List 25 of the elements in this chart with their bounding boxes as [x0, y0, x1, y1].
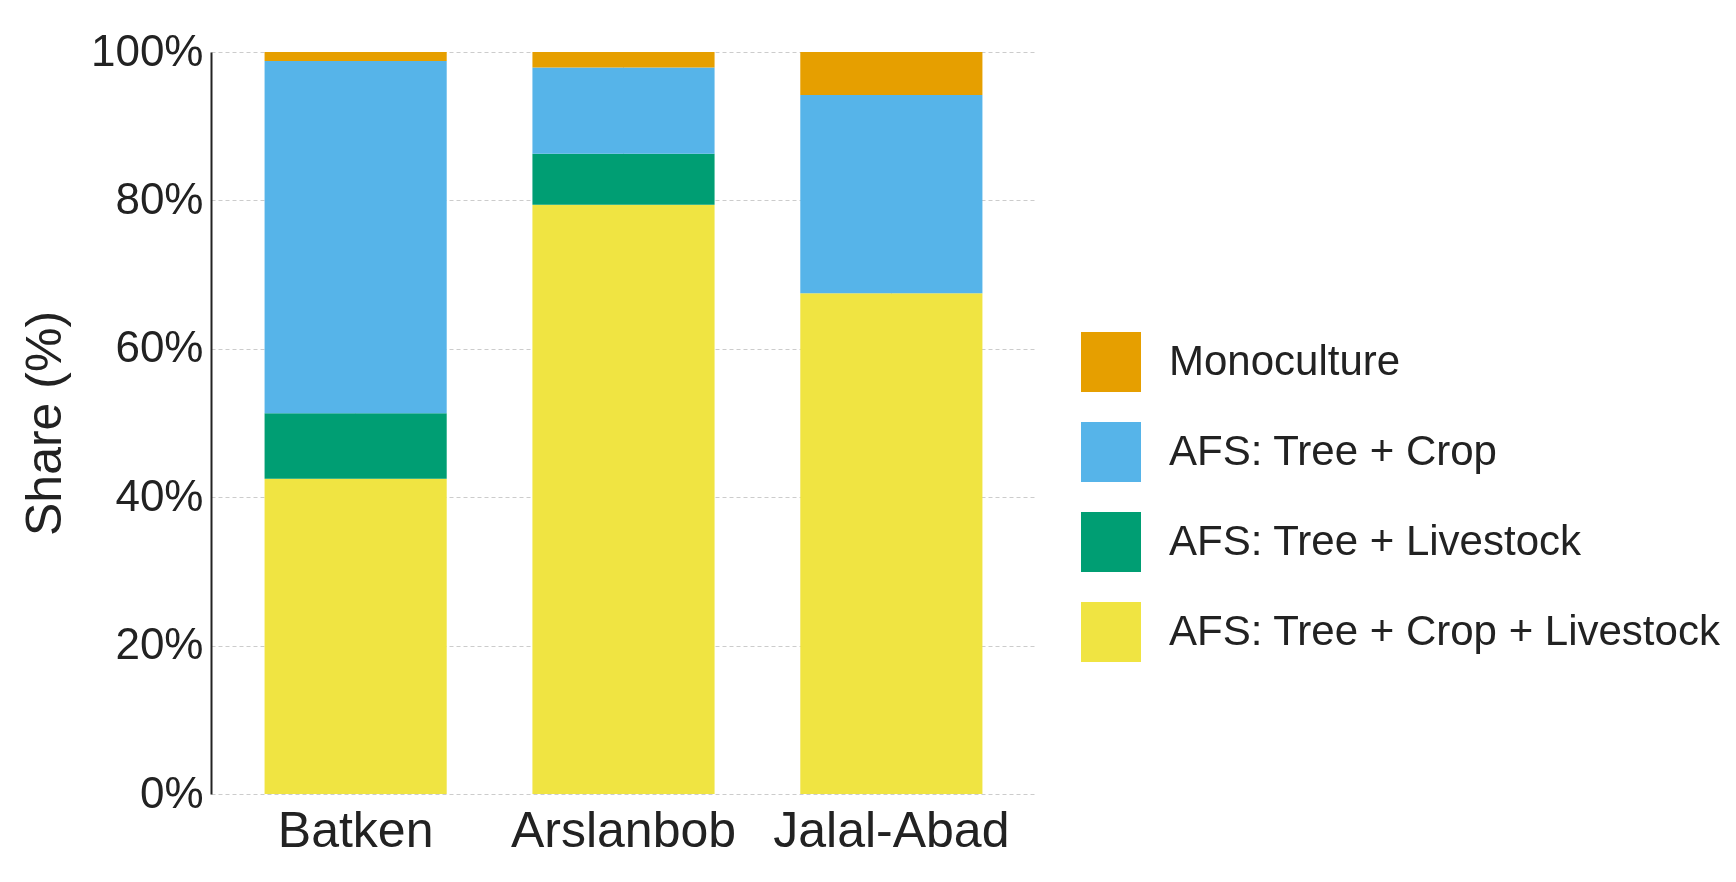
bar	[532, 67, 715, 154]
y-tick-label: 60%	[115, 322, 204, 372]
legend-label: Monoculture	[1169, 337, 1401, 384]
y-tick-label: 0%	[139, 767, 204, 817]
bar	[532, 153, 715, 205]
bar	[532, 204, 715, 794]
legend-label: AFS: Tree + Crop + Livestock	[1169, 607, 1721, 654]
bar	[264, 478, 447, 794]
x-tick-label: Jalal-Abad	[773, 801, 1010, 858]
y-tick-label: 80%	[115, 173, 204, 223]
bar	[264, 60, 447, 414]
bar	[264, 413, 447, 479]
y-tick-label: 40%	[115, 470, 204, 520]
bar	[800, 95, 983, 294]
bar	[532, 52, 715, 68]
bar	[800, 293, 983, 794]
y-axis-title: Share (%)	[15, 310, 72, 537]
y-tick-label: 20%	[115, 619, 204, 669]
bar	[800, 52, 983, 96]
legend-label: AFS: Tree + Livestock	[1169, 517, 1582, 564]
x-tick-label: Batken	[277, 801, 434, 858]
legend-label: AFS: Tree + Crop	[1169, 427, 1497, 474]
y-tick-label: 100%	[90, 25, 204, 75]
bar	[264, 52, 447, 61]
x-tick-label: Arslanbob	[510, 801, 737, 858]
